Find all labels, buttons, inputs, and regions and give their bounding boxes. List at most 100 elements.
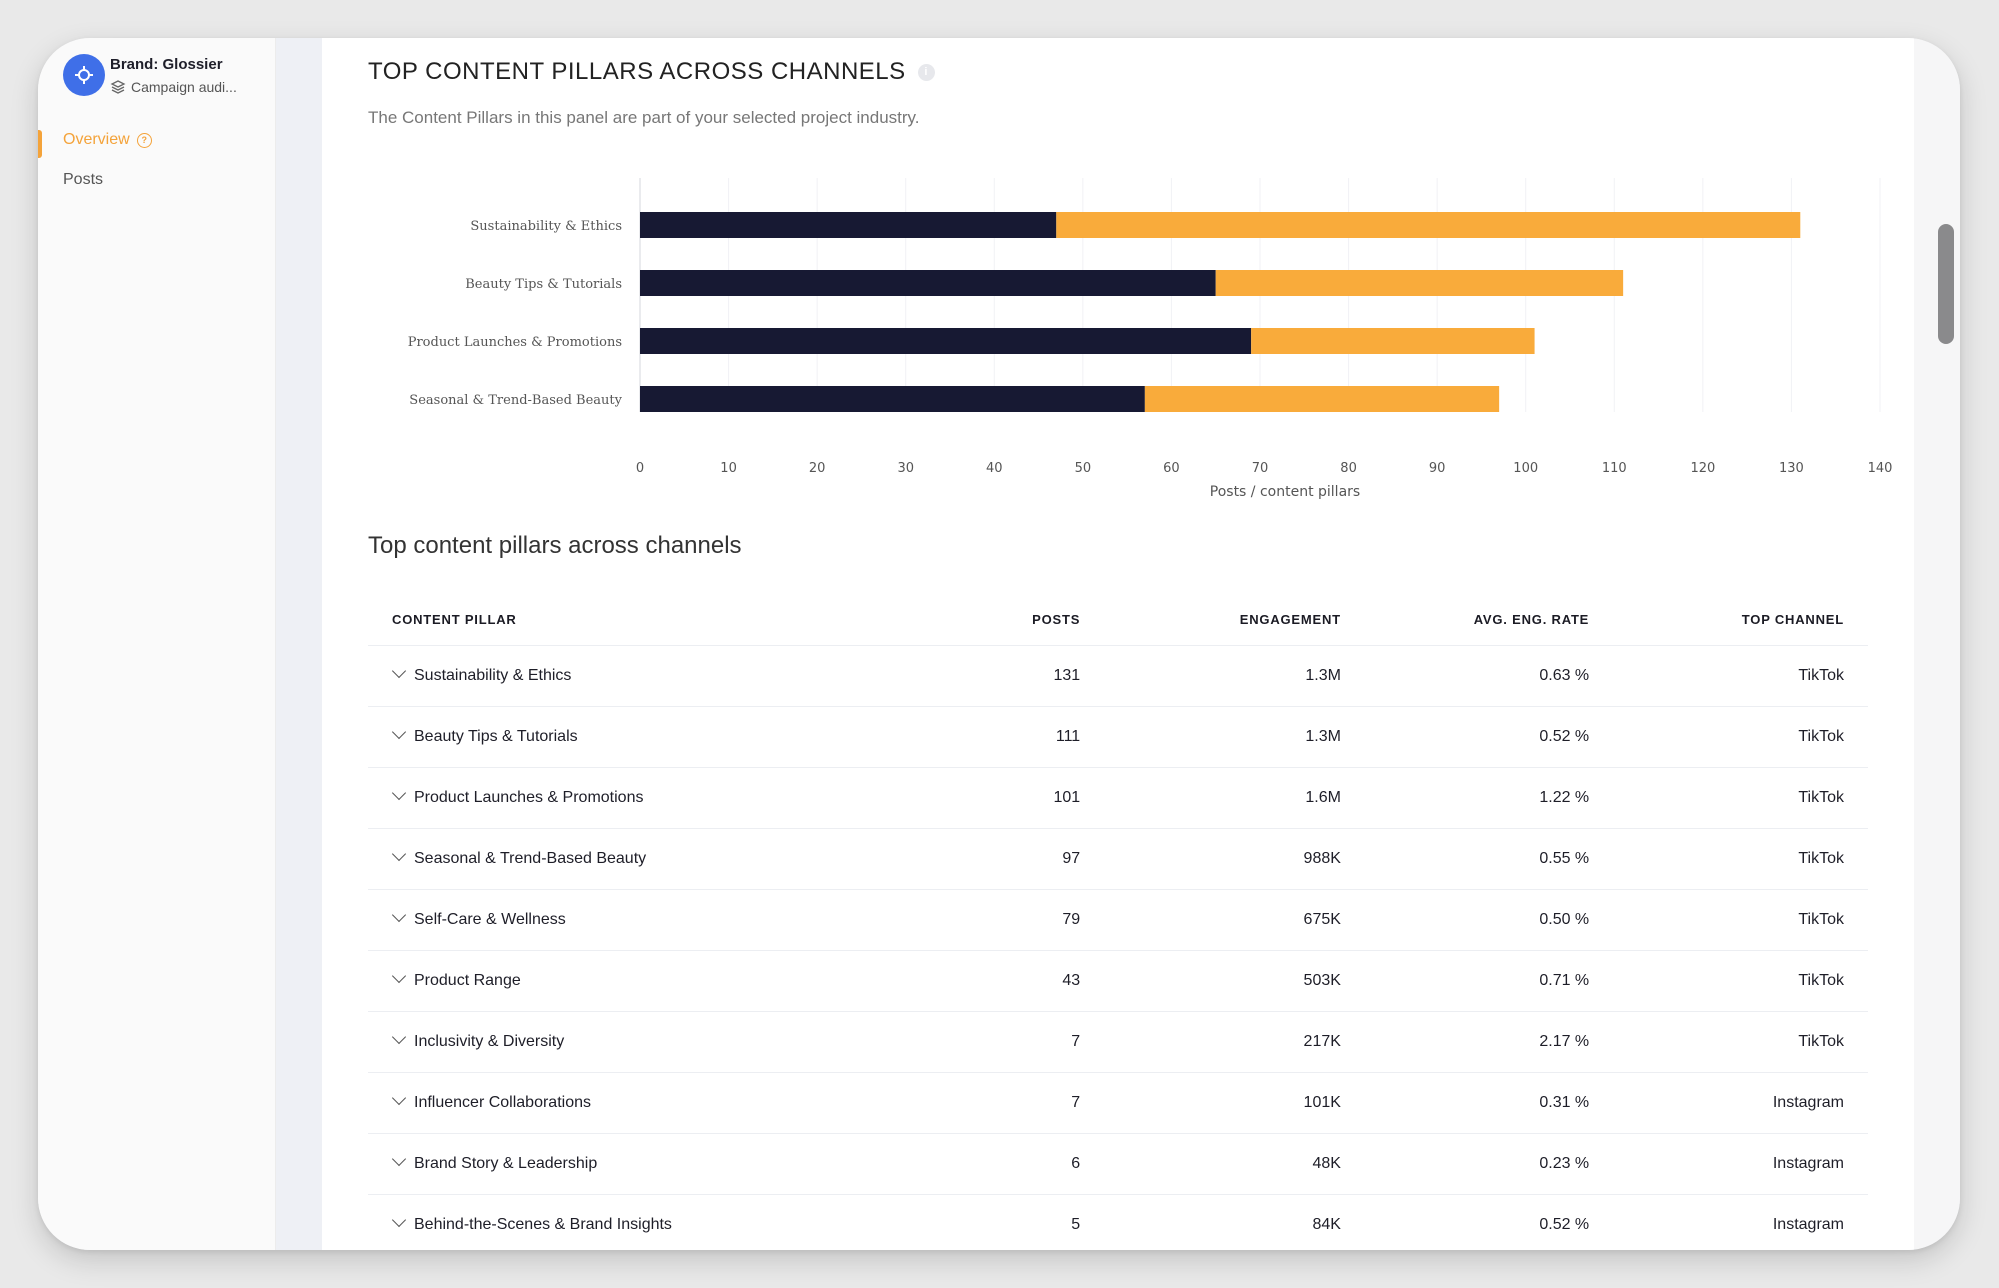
x-tick-label: 90	[1429, 461, 1446, 476]
chart-x-axis-label: Posts / content pillars	[1210, 484, 1360, 500]
pillar-name: Sustainability & Ethics	[414, 667, 572, 684]
table-cell: 988K	[1104, 828, 1365, 890]
info-icon[interactable]: i	[917, 63, 935, 81]
nav-item-posts[interactable]: Posts	[63, 171, 103, 189]
table-row[interactable]: Brand Story & Leadership 6 48K 0.23 % Instag…	[368, 1133, 1868, 1195]
help-icon[interactable]: ?	[136, 132, 152, 148]
chevron-down-icon[interactable]	[391, 663, 407, 679]
scrollbar-thumb[interactable]	[1938, 224, 1954, 344]
pillar-name: Beauty Tips & Tutorials	[414, 728, 578, 745]
pillar-name: Self-Care & Wellness	[414, 911, 566, 928]
x-tick-label: 100	[1513, 461, 1538, 476]
table-cell: 101	[902, 767, 1105, 829]
table-cell: 43	[902, 950, 1105, 1012]
category-label: Product Launches & Promotions	[408, 335, 622, 350]
table-cell: 1.3M	[1104, 645, 1365, 707]
pillar-name-cell: Product Range	[368, 950, 903, 1012]
campaign-selector[interactable]: Campaign audi...	[110, 79, 237, 95]
pillar-name-cell: Sustainability & Ethics	[368, 645, 903, 707]
x-tick-label: 120	[1690, 461, 1715, 476]
pillar-name-cell: Inclusivity & Diversity	[368, 1011, 903, 1073]
chevron-down-icon[interactable]	[391, 1212, 407, 1228]
chevron-down-icon[interactable]	[391, 968, 407, 984]
table-body: Sustainability & Ethics 131 1.3M 0.63 % TikT…	[368, 645, 1868, 1250]
column-header[interactable]: ENGAGEMENT	[1104, 594, 1365, 646]
table-cell: 6	[902, 1133, 1105, 1195]
pillar-name-cell: Seasonal & Trend-Based Beauty	[368, 828, 903, 890]
scrollbar-track[interactable]	[1914, 38, 1960, 1250]
column-header[interactable]: POSTS	[902, 594, 1105, 646]
category-label: Seasonal & Trend-Based Beauty	[409, 393, 622, 408]
table-cell: 2.17 %	[1364, 1011, 1614, 1073]
table-row[interactable]: Behind-the-Scenes & Brand Insights 5 84K 0.…	[368, 1194, 1868, 1250]
table-cell: TikTok	[1613, 828, 1868, 890]
category-label: Beauty Tips & Tutorials	[465, 277, 622, 292]
column-header[interactable]: CONTENT PILLAR	[368, 594, 903, 646]
content-gutter	[276, 38, 322, 1250]
table-cell: 217K	[1104, 1011, 1365, 1073]
table-title: Top content pillars across channels	[368, 532, 742, 559]
table-cell: 101K	[1104, 1072, 1365, 1134]
chevron-down-icon[interactable]	[391, 1151, 407, 1167]
chevron-down-icon[interactable]	[391, 1090, 407, 1106]
table-row[interactable]: Sustainability & Ethics 131 1.3M 0.63 % TikT…	[368, 645, 1868, 707]
table-cell: Instagram	[1613, 1072, 1868, 1134]
table-cell: 0.63 %	[1364, 645, 1614, 707]
table-cell: 7	[902, 1011, 1105, 1073]
x-tick-label: 0	[636, 461, 644, 476]
chevron-down-icon[interactable]	[391, 785, 407, 801]
table-row[interactable]: Influencer Collaborations 7 101K 0.31 % Inst…	[368, 1072, 1868, 1134]
column-header[interactable]: TOP CHANNEL	[1613, 594, 1868, 646]
content-pillars-table: CONTENT PILLAR POSTS ENGAGEMENT AVG. ENG. R…	[368, 594, 1868, 1250]
pillar-name: Product Launches & Promotions	[414, 789, 644, 806]
category-label: Sustainability & Ethics	[470, 219, 622, 234]
pillar-name: Product Range	[414, 972, 521, 989]
table-row[interactable]: Beauty Tips & Tutorials 111 1.3M 0.52 % TikT…	[368, 706, 1868, 768]
table-cell: 84K	[1104, 1194, 1365, 1250]
x-tick-label: 140	[1868, 461, 1893, 476]
table-row[interactable]: Self-Care & Wellness 79 675K 0.50 % TikTok	[368, 889, 1868, 951]
x-tick-label: 110	[1602, 461, 1627, 476]
section-title: TOP CONTENT PILLARS ACROSS CHANNELS i	[368, 58, 935, 86]
sidebar: Brand: Glossier Campaign audi... Overvie…	[38, 38, 276, 1250]
brand-logo[interactable]	[63, 54, 105, 96]
pillar-name: Brand Story & Leadership	[414, 1155, 598, 1172]
table-cell: 79	[902, 889, 1105, 951]
chevron-down-icon[interactable]	[391, 846, 407, 862]
chart-category-labels: Sustainability & Ethics Beauty Tips & Tut…	[408, 219, 623, 408]
x-tick-label: 30	[897, 461, 914, 476]
chevron-down-icon[interactable]	[391, 724, 407, 740]
nav-item-overview[interactable]: Overview ?	[63, 131, 152, 149]
table-cell: TikTok	[1613, 767, 1868, 829]
table-cell: 111	[902, 706, 1105, 768]
pillar-name-cell: Behind-the-Scenes & Brand Insights	[368, 1194, 903, 1250]
x-tick-label: 10	[720, 461, 737, 476]
bar-tiktok	[1215, 270, 1624, 296]
table-row[interactable]: Seasonal & Trend-Based Beauty 97 988K 0.55 …	[368, 828, 1868, 890]
table-cell: 1.6M	[1104, 767, 1365, 829]
chevron-down-icon[interactable]	[391, 1029, 407, 1045]
nav-item-label: Posts	[63, 171, 104, 188]
pillar-name-cell: Beauty Tips & Tutorials	[368, 706, 903, 768]
pillar-name-cell: Brand Story & Leadership	[368, 1133, 903, 1195]
column-header[interactable]: AVG. ENG. RATE	[1364, 594, 1614, 646]
section-title-text: TOP CONTENT PILLARS ACROSS CHANNELS	[368, 58, 906, 85]
table-row[interactable]: Inclusivity & Diversity 7 217K 2.17 % TikTok	[368, 1011, 1868, 1073]
table-cell: 5	[902, 1194, 1105, 1250]
bar-instagram	[640, 328, 1252, 354]
bar-tiktok	[1144, 386, 1500, 412]
table-cell: TikTok	[1613, 645, 1868, 707]
table-cell: Instagram	[1613, 1194, 1868, 1250]
chevron-down-icon[interactable]	[391, 907, 407, 923]
table-cell: 0.52 %	[1364, 706, 1614, 768]
table-row[interactable]: Product Launches & Promotions 101 1.6M 1.22…	[368, 767, 1868, 829]
pillar-name: Seasonal & Trend-Based Beauty	[414, 850, 647, 867]
active-nav-indicator	[38, 130, 42, 158]
pillar-name-cell: Influencer Collaborations	[368, 1072, 903, 1134]
layers-icon	[110, 80, 126, 94]
x-tick-label: 70	[1252, 461, 1269, 476]
pillar-name: Behind-the-Scenes & Brand Insights	[414, 1216, 672, 1233]
bar-tiktok	[1056, 212, 1801, 238]
table-cell: TikTok	[1613, 950, 1868, 1012]
table-row[interactable]: Product Range 43 503K 0.71 % TikTok	[368, 950, 1868, 1012]
